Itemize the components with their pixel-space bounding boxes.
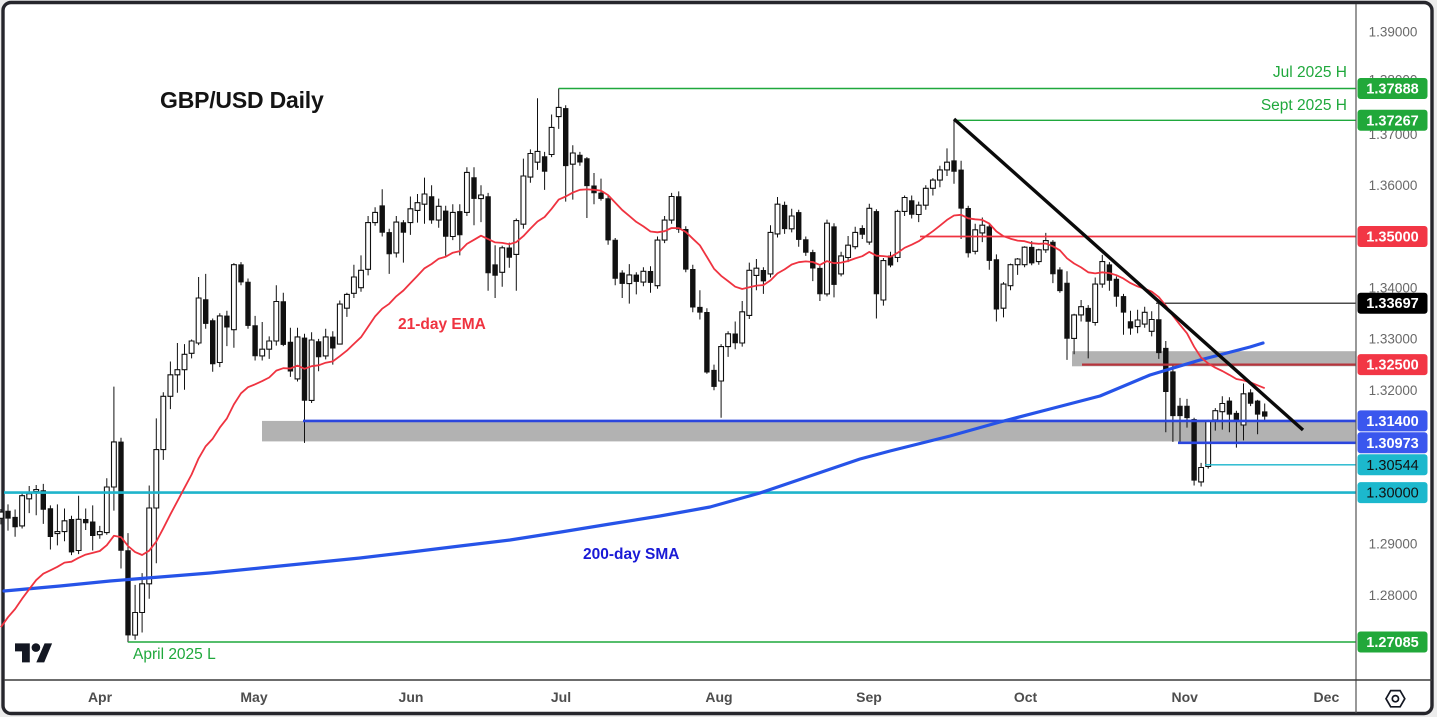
svg-text:1.28000: 1.28000 (1369, 588, 1418, 603)
svg-text:Nov: Nov (1171, 689, 1198, 705)
svg-text:1.36000: 1.36000 (1369, 178, 1418, 193)
svg-text:1.33697: 1.33697 (1366, 296, 1418, 312)
svg-text:1.39000: 1.39000 (1369, 24, 1418, 39)
svg-text:Jun: Jun (399, 689, 424, 705)
svg-text:GBP/USD Daily: GBP/USD Daily (160, 87, 324, 113)
svg-text:21-day EMA: 21-day EMA (398, 316, 486, 333)
svg-text:1.34000: 1.34000 (1369, 281, 1418, 296)
svg-text:Aug: Aug (705, 689, 732, 705)
svg-text:1.31400: 1.31400 (1366, 414, 1418, 430)
svg-text:1.37267: 1.37267 (1366, 113, 1418, 129)
svg-text:1.32500: 1.32500 (1366, 358, 1418, 374)
svg-text:1.27085: 1.27085 (1366, 635, 1418, 651)
svg-text:1.30000: 1.30000 (1366, 486, 1418, 502)
svg-text:Apr: Apr (88, 689, 113, 705)
svg-text:Jul: Jul (551, 689, 571, 705)
svg-text:Oct: Oct (1014, 689, 1038, 705)
svg-text:1.30973: 1.30973 (1366, 436, 1418, 452)
svg-text:1.37888: 1.37888 (1366, 82, 1418, 98)
svg-text:1.30544: 1.30544 (1366, 458, 1418, 474)
svg-text:April 2025 L: April 2025 L (133, 646, 216, 663)
svg-text:Dec: Dec (1314, 689, 1340, 705)
svg-text:Jul 2025 H: Jul 2025 H (1273, 64, 1347, 81)
svg-text:1.33000: 1.33000 (1369, 332, 1418, 347)
svg-text:1.32000: 1.32000 (1369, 383, 1418, 398)
svg-text:May: May (240, 689, 267, 705)
svg-text:Sep: Sep (856, 689, 882, 705)
svg-text:1.29000: 1.29000 (1369, 537, 1418, 552)
svg-text:1.35000: 1.35000 (1366, 230, 1418, 246)
svg-text:Sept 2025 H: Sept 2025 H (1261, 97, 1347, 114)
svg-text:200-day SMA: 200-day SMA (583, 546, 679, 563)
